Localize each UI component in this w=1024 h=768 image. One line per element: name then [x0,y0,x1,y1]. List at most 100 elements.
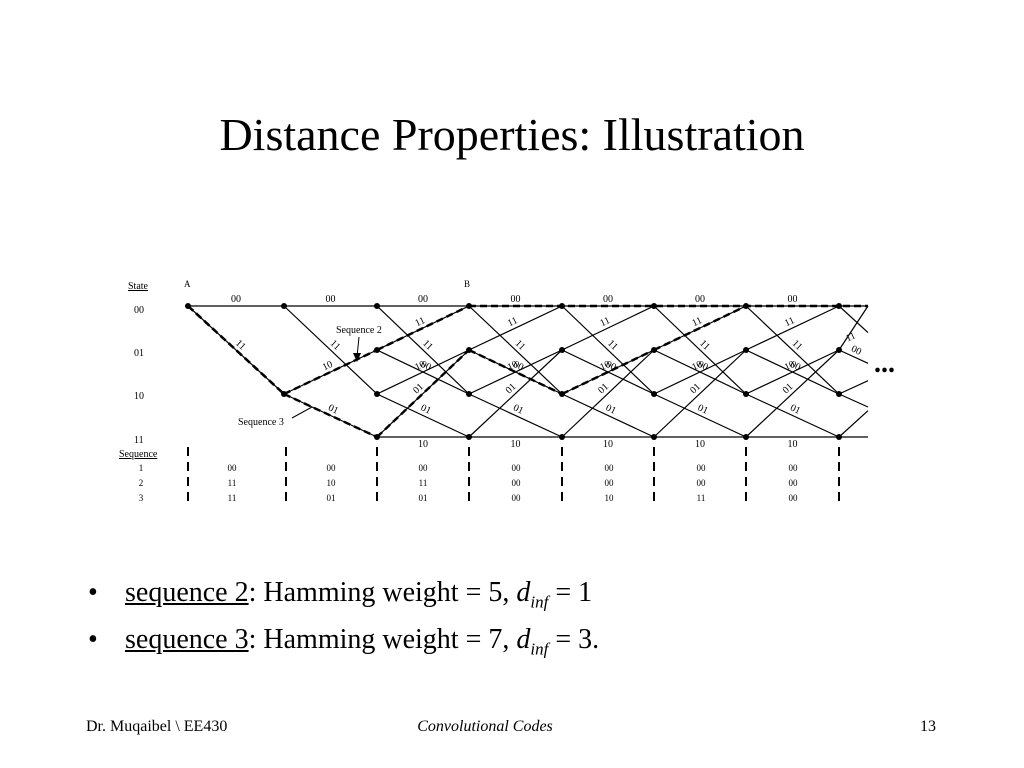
sequence-output: 11 [228,478,237,488]
subscript-inf: inf [530,639,549,659]
branch-label: 11 [598,315,611,329]
branch-11-01 [468,349,563,438]
trellis-nodes [185,303,842,440]
sequence-table: 1 00 00 00 00 00 00 00 2 11 10 11 00 00 00 00 3 11 01 01 00 1… [139,447,840,506]
sequence-2-arrowhead [353,353,361,362]
branch-00-10 [187,305,285,395]
branch-label: 11 [420,338,435,353]
d-symbol: d [516,577,531,608]
sequence-output: 00 [419,463,429,473]
branch-label: 11 [783,315,796,329]
trellis-node [743,391,749,397]
trellis-node [559,303,565,309]
branch-label: 10 [690,359,704,373]
branch-label: 00 [696,359,710,373]
sequence-output: 00 [605,463,615,473]
branch-label: 00 [326,294,336,305]
bullet-dot: • [88,577,98,608]
sequence-output: 11 [419,478,428,488]
branch-label: 00 [604,359,618,373]
state-label-00: 00 [134,305,144,316]
bullet-item: • sequence 2: Hamming weight = 5, dinf = … [88,576,599,623]
state-label-10: 10 [134,391,144,402]
branch-label: 10 [598,359,612,373]
branch-00-10 [653,305,747,395]
sequence-2-annotation: Sequence 2 [336,325,382,336]
branch-label: 00 [849,344,863,358]
branch-label: 11 [328,338,343,353]
branch-11-01 [838,410,869,438]
trellis-node [374,303,380,309]
branch-label: 00 [419,359,433,373]
sequence-output: 11 [697,493,706,503]
sequence-output: 00 [789,463,799,473]
branch-11-01 [745,349,840,438]
trellis-node [281,303,287,309]
sequence-header: Sequence [119,449,158,460]
trellis-node [559,391,565,397]
branch-00-10 [838,305,869,334]
d-symbol: d [516,624,531,655]
branch-10-01 [745,349,840,395]
branch-label: 11 [697,338,712,353]
branch-label: 01 [696,403,710,417]
trellis-node [743,434,749,440]
sequence-3-path [376,349,470,438]
sequence-output: 00 [512,463,522,473]
trellis-node [374,434,380,440]
sequence-3-path [653,304,747,352]
branch-01-00 [561,305,655,351]
sequence-output: 00 [228,463,238,473]
branch-label: 10 [321,359,335,373]
sequence-id: 3 [139,493,144,503]
branch-label: 11 [513,338,528,353]
branch-label: 00 [418,294,428,305]
sequence-output: 00 [605,478,615,488]
subscript-inf: inf [530,592,549,612]
branch-label: 10 [506,359,520,373]
state-header: State [128,281,149,292]
branch-label: 11 [790,338,805,353]
branch-label: 10 [413,359,427,373]
trellis-node [466,303,472,309]
branch-label: 10 [511,439,521,450]
branch-label: 11 [690,315,703,329]
trellis-node [651,347,657,353]
trellis-edges [187,305,869,438]
branch-label: 01 [326,403,340,417]
sequence-id: 1 [139,463,144,473]
branch-label: 10 [603,439,613,450]
state-label-01: 01 [134,348,144,359]
branch-label: 00 [511,294,521,305]
bullet-text: : Hamming weight = 5, [248,577,517,608]
sequence-output: 10 [327,478,337,488]
trellis-node [559,347,565,353]
trellis-node [836,303,842,309]
footer-author: Dr. Muqaibel \ EE430 [86,718,228,735]
branch-label: 01 [596,381,611,396]
branch-label: 01 [688,381,703,396]
branch-10-01 [838,380,869,395]
branch-label: 11 [605,338,620,353]
trellis-node [651,391,657,397]
branch-label: 11 [233,338,248,353]
sequence-output: 00 [327,463,337,473]
trellis-node [651,303,657,309]
footer-course: Convolutional Codes [417,718,553,735]
branch-label: 10 [695,439,705,450]
sequence-output: 00 [789,493,799,503]
sequence-output: 00 [697,478,707,488]
branch-label: 11 [413,315,426,329]
sequence-2-link[interactable]: sequence 2 [125,577,249,608]
branch-00-10 [283,305,378,395]
sequence-2-path [283,348,378,396]
sequence-3-path [468,348,563,396]
branch-label: 10 [418,439,428,450]
branch-00-10 [376,305,470,395]
branch-label: 00 [603,294,613,305]
sequence-3-link[interactable]: sequence 3 [125,624,249,655]
trellis-node [836,391,842,397]
trellis-node [466,391,472,397]
